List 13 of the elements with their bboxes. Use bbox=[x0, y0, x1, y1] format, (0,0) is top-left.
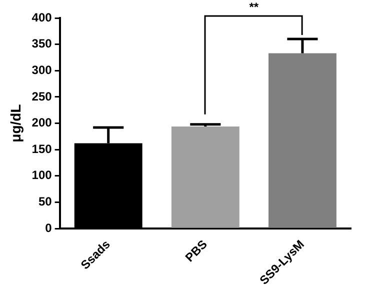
y-tick-label: 0 bbox=[45, 220, 52, 235]
bar bbox=[268, 53, 336, 228]
y-tick-label: 400 bbox=[32, 10, 52, 24]
y-tick-label: 50 bbox=[38, 194, 52, 209]
y-tick-label: 100 bbox=[32, 168, 52, 182]
y-axis-title: μg/dL bbox=[7, 104, 24, 142]
text: ** bbox=[248, 0, 260, 14]
y-tick-label: 150 bbox=[32, 142, 52, 156]
y-tick-label: 200 bbox=[32, 116, 52, 130]
bar bbox=[171, 126, 240, 228]
y-tick-label: 350 bbox=[32, 36, 52, 51]
y-tick-label: 250 bbox=[32, 89, 52, 104]
y-tick-label: 300 bbox=[32, 62, 52, 77]
